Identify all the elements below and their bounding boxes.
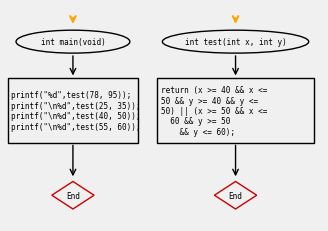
Text: return (x >= 40 && x <=
50 && y >= 40 && y <=
50) || (x >= 50 && x <=
  60 && y : return (x >= 40 && x <= 50 && y >= 40 &&… — [161, 86, 267, 136]
Text: End: End — [229, 191, 242, 200]
Text: printf("%d",test(78, 95));
printf("\n%d",test(25, 35));
printf("\n%d",test(40, 5: printf("%d",test(78, 95)); printf("\n%d"… — [11, 91, 141, 131]
Text: End: End — [66, 191, 80, 200]
Text: int main(void): int main(void) — [41, 38, 105, 47]
Text: int test(int x, int y): int test(int x, int y) — [185, 38, 286, 47]
